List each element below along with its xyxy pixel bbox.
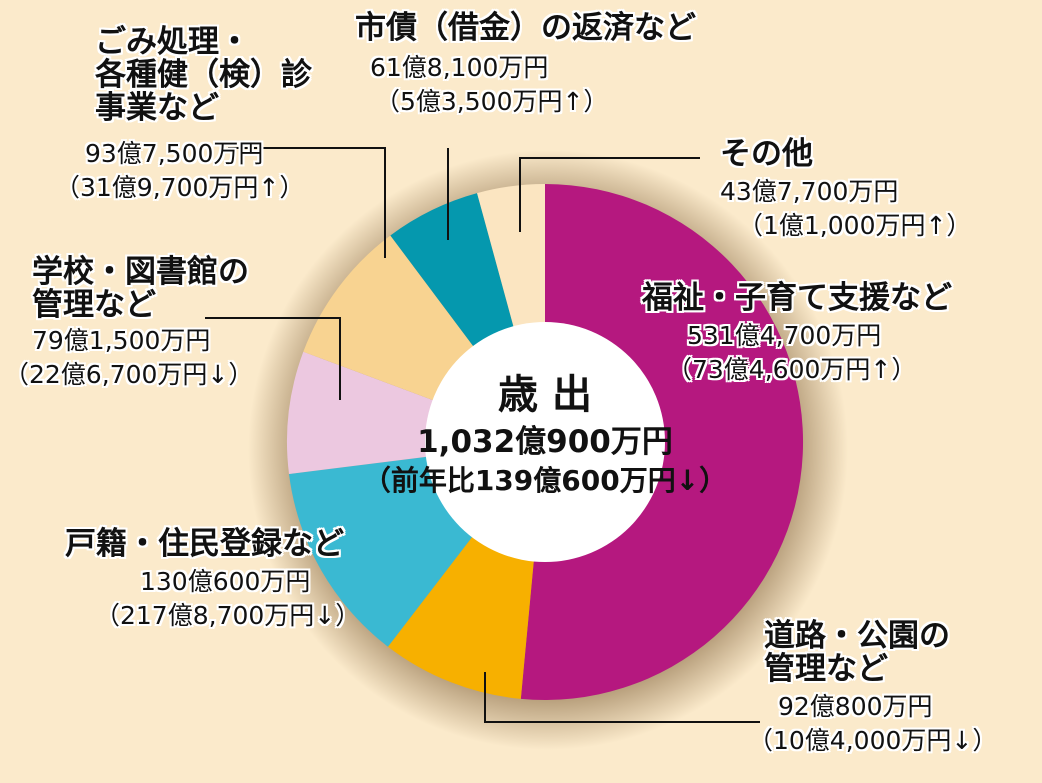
label-other-change: （1億1,000万円↑）	[738, 211, 972, 240]
label-other-name: その他	[720, 136, 813, 172]
label-garbage: ごみ処理・ 各種健（検）診 事業など 93億7,500万円 （31億9,700万…	[55, 26, 375, 205]
leader-line-school	[205, 317, 341, 400]
label-road-name-2: 管理など	[764, 651, 888, 687]
leader-lines	[205, 147, 760, 723]
label-family-change: （217億8,700万円↓）	[95, 601, 361, 630]
label-garbage-name-3: 事業など	[95, 90, 219, 126]
label-school-amount: 79億1,500万円	[32, 326, 211, 355]
label-school-name-1: 学校・図書館の	[32, 254, 249, 290]
label-family: 戸籍・住民登録など 130億600万円 （217億8,700万円↓）	[65, 528, 425, 633]
label-debt: 市債（借金）の返済など 61億8,100万円 （5億3,500万円↑）	[355, 12, 735, 119]
label-welfare-change: （73億4,600万円↑）	[667, 355, 917, 384]
total-change: （前年比139億600万円↓）	[362, 464, 728, 497]
label-family-amount: 130億600万円	[140, 567, 311, 596]
label-garbage-amount: 93億7,500万円	[85, 139, 264, 168]
label-welfare-name: 福祉・子育て支援など	[642, 280, 952, 316]
label-family-name: 戸籍・住民登録など	[65, 526, 344, 562]
label-other-amount: 43億7,700万円	[720, 177, 899, 206]
label-road: 道路・公園の 管理など 92億800万円 （10億4,000万円↓）	[748, 620, 1040, 758]
leader-line-other	[519, 157, 700, 232]
chart-title: 歳 出	[498, 372, 592, 418]
label-road-change: （10億4,000万円↓）	[748, 726, 998, 755]
total-amount: 1,032億900万円	[417, 424, 673, 460]
label-garbage-name-2: 各種健（検）診	[95, 57, 312, 93]
label-road-name-1: 道路・公園の	[764, 618, 950, 654]
label-garbage-name-1: ごみ処理・	[95, 24, 250, 60]
label-school-name-2: 管理など	[32, 287, 156, 323]
label-debt-change: （5億3,500万円↑）	[375, 87, 609, 116]
label-road-amount: 92億800万円	[778, 692, 933, 721]
label-other: その他 43億7,700万円 （1億1,000万円↑）	[720, 138, 1020, 243]
label-welfare: 福祉・子育て支援など 531億4,700万円 （73億4,600万円↑）	[642, 282, 1032, 387]
label-school: 学校・図書館の 管理など 79億1,500万円 （22億6,700万円↓）	[4, 256, 334, 392]
label-debt-amount: 61億8,100万円	[370, 53, 549, 82]
center-label: 歳 出 1,032億900万円 （前年比139億600万円↓）	[345, 372, 745, 500]
leader-line-road	[484, 672, 760, 723]
label-school-change: （22億6,700万円↓）	[4, 360, 254, 389]
label-welfare-amount: 531億4,700万円	[687, 321, 882, 350]
label-debt-name: 市債（借金）の返済など	[355, 10, 696, 46]
center-hole	[425, 322, 665, 562]
label-garbage-change: （31億9,700万円↑）	[55, 173, 305, 202]
leader-line-garbage	[228, 147, 386, 258]
